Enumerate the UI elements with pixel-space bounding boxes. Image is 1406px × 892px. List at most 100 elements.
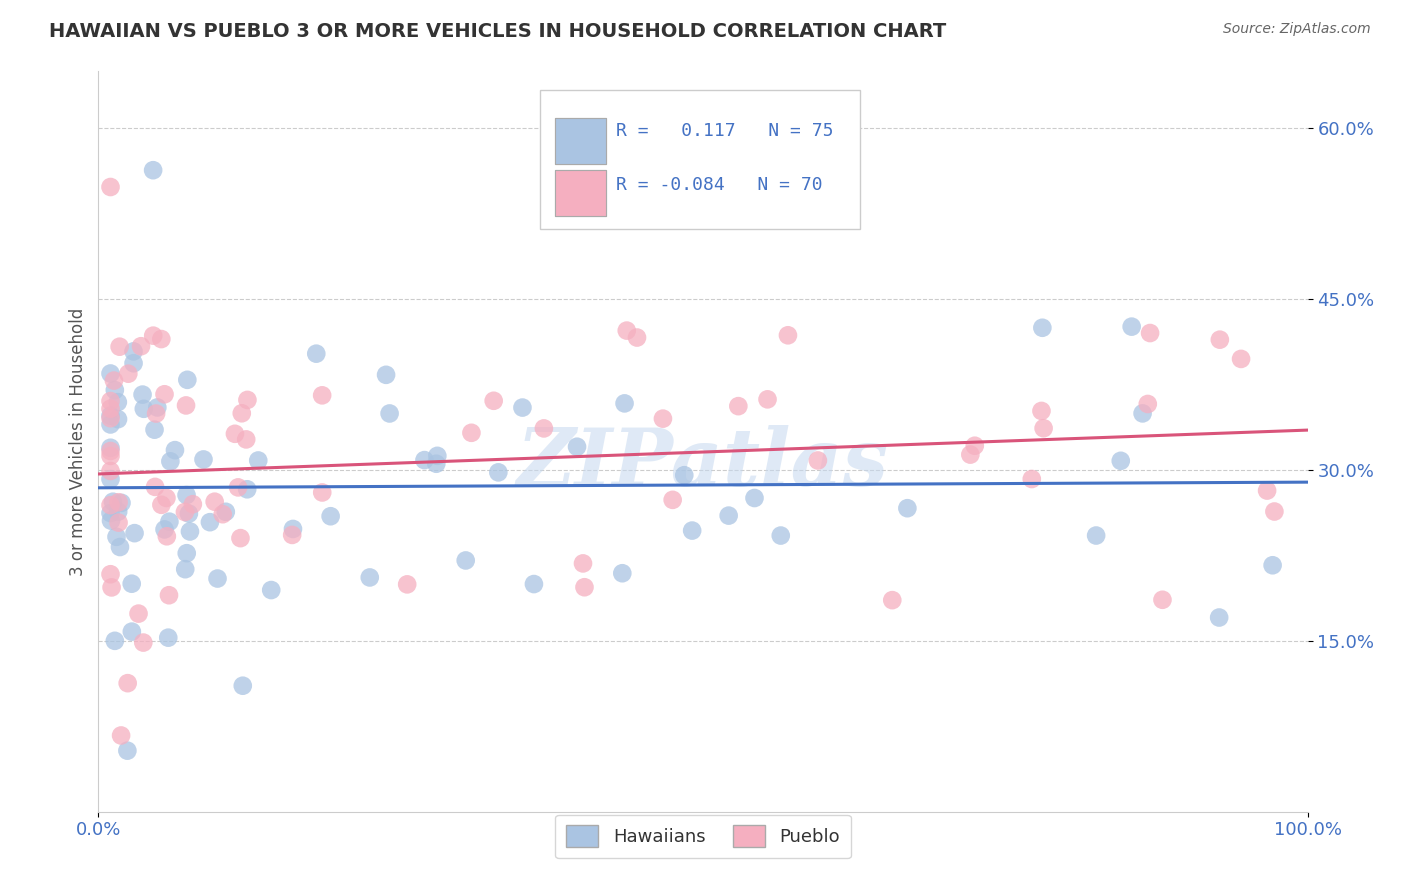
Point [413,453,436,467]
Point [157,631,180,645]
Point [1263,504,1285,518]
Point [247,453,270,467]
Point [776,328,799,343]
Point [159,515,181,529]
Point [305,346,328,360]
Point [769,528,792,542]
Point [100,472,122,486]
Point [153,523,176,537]
Point [128,607,150,621]
Point [179,524,201,539]
Point [486,466,509,480]
Y-axis label: 3 or more Vehicles in Household: 3 or more Vehicles in Household [69,308,87,575]
Point [100,180,122,194]
Point [319,509,342,524]
Point [176,488,198,502]
Point [959,448,981,462]
Point [1136,397,1159,411]
Point [100,417,122,432]
Point [375,368,398,382]
Point [1031,404,1053,418]
Point [100,441,122,455]
Point [104,633,127,648]
Point [565,440,588,454]
Point [882,593,904,607]
Point [281,528,304,542]
Point [110,496,132,510]
Point [103,374,125,388]
Point [198,515,221,529]
Point [236,392,259,407]
Point [131,387,153,401]
Point [673,468,696,483]
Point [107,412,129,426]
Point [311,388,333,402]
Point [533,421,555,435]
Point [359,570,381,584]
Point [260,582,283,597]
Point [378,407,401,421]
Point [1121,319,1143,334]
Point [572,557,595,571]
Point [100,581,122,595]
Point [132,401,155,416]
Point [207,572,229,586]
Point [150,498,173,512]
Point [121,576,143,591]
Point [110,729,132,743]
Point [426,449,449,463]
Point [132,635,155,649]
Point [1132,406,1154,420]
Point [117,367,139,381]
Point [612,566,634,581]
Point [100,567,122,582]
Point [159,454,181,468]
Point [101,494,124,508]
Text: R = -0.084   N = 70: R = -0.084 N = 70 [616,176,823,194]
Text: ZIPatlas: ZIPatlas [517,425,889,502]
Point [100,401,122,416]
Text: HAWAIIAN VS PUEBLO 3 OR MORE VEHICLES IN HOUSEHOLD CORRELATION CHART: HAWAIIAN VS PUEBLO 3 OR MORE VEHICLES IN… [49,22,946,41]
Point [1261,558,1284,573]
Point [1152,592,1174,607]
Point [100,498,122,512]
Point [224,426,246,441]
Point [613,396,636,410]
Point [177,507,200,521]
Point [1031,320,1053,334]
Point [176,546,198,560]
Point [193,452,215,467]
Point [482,393,505,408]
Point [311,485,333,500]
Point [100,409,122,423]
Point [146,401,169,415]
Point [1209,333,1232,347]
Point [896,501,918,516]
Point [107,505,129,519]
Point [145,407,167,421]
Point [129,339,152,353]
Point [211,507,233,521]
Point [717,508,740,523]
Point [963,439,986,453]
Point [1208,610,1230,624]
Point [396,577,419,591]
Point [176,373,198,387]
Point [100,394,122,409]
Point [661,492,683,507]
Point [215,505,238,519]
Point [681,524,703,538]
Point [108,340,131,354]
Point [756,392,779,407]
Point [100,506,122,520]
Point [523,577,546,591]
Legend: Hawaiians, Pueblo: Hawaiians, Pueblo [555,814,851,858]
FancyBboxPatch shape [555,118,606,164]
Point [204,494,226,508]
Point [425,457,447,471]
Point [807,453,830,467]
Point [574,580,596,594]
Point [100,449,122,463]
Point [107,495,129,509]
Point [107,395,129,409]
